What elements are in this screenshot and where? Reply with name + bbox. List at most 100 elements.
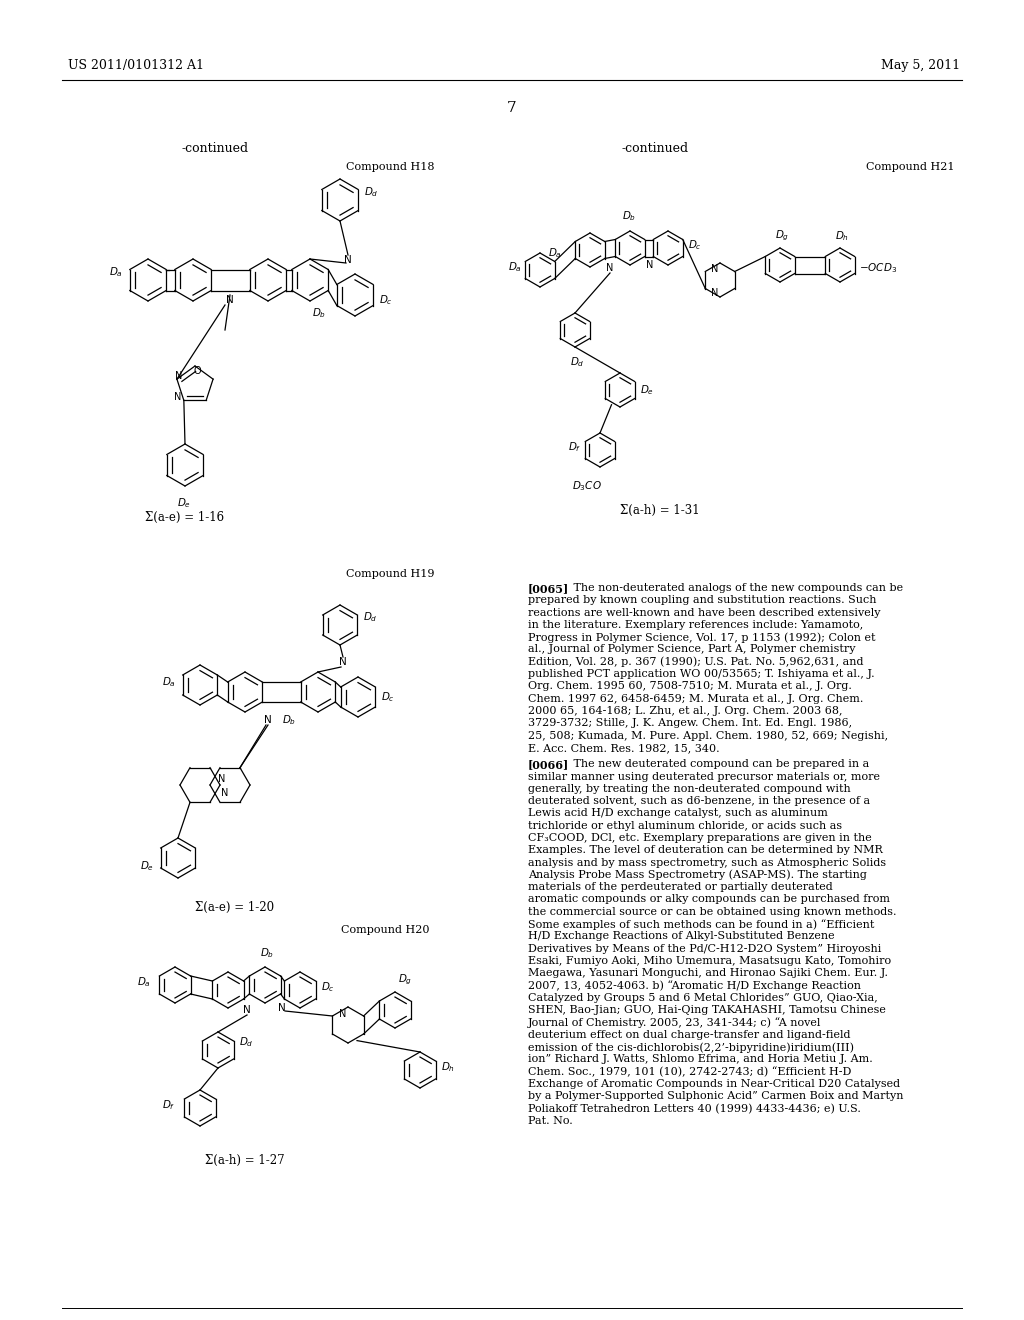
Text: Compound H20: Compound H20: [341, 925, 429, 935]
Text: US 2011/0101312 A1: US 2011/0101312 A1: [68, 58, 204, 71]
Text: $D_b$: $D_b$: [312, 306, 327, 319]
Text: Pat. No.: Pat. No.: [528, 1115, 572, 1126]
Text: $D_h$: $D_h$: [441, 1060, 455, 1074]
Text: $D_b$: $D_b$: [282, 713, 296, 727]
Text: Examples. The level of deuteration can be determined by NMR: Examples. The level of deuteration can b…: [528, 845, 883, 855]
Text: N: N: [712, 264, 719, 275]
Text: emission of the cis-dichlorobis(2,2’-bipyridine)iridium(III): emission of the cis-dichlorobis(2,2’-bip…: [528, 1041, 854, 1052]
Text: $D_c$: $D_c$: [688, 238, 701, 252]
Text: Catalyzed by Groups 5 and 6 Metal Chlorides” GUO, Qiao-Xia,: Catalyzed by Groups 5 and 6 Metal Chlori…: [528, 993, 878, 1003]
Text: N: N: [339, 1008, 347, 1019]
Text: 7: 7: [507, 102, 517, 115]
Text: Chem. Soc., 1979, 101 (10), 2742-2743; d) “Efficient H-D: Chem. Soc., 1979, 101 (10), 2742-2743; d…: [528, 1067, 851, 1077]
Text: 2000 65, 164-168; L. Zhu, et al., J. Org. Chem. 2003 68,: 2000 65, 164-168; L. Zhu, et al., J. Org…: [528, 706, 843, 715]
Text: Org. Chem. 1995 60, 7508-7510; M. Murata et al., J. Org.: Org. Chem. 1995 60, 7508-7510; M. Murata…: [528, 681, 852, 692]
Text: Exchange of Aromatic Compounds in Near-Critical D20 Catalysed: Exchange of Aromatic Compounds in Near-C…: [528, 1078, 900, 1089]
Text: $-OCD_3$: $-OCD_3$: [859, 261, 897, 275]
Text: N: N: [279, 1003, 286, 1012]
Text: $D_a$: $D_a$: [109, 265, 123, 279]
Text: $D_3CO$: $D_3CO$: [572, 479, 602, 492]
Text: Some examples of such methods can be found in a) “Efficient: Some examples of such methods can be fou…: [528, 919, 874, 929]
Text: [0066]: [0066]: [528, 759, 569, 770]
Text: $D_a$: $D_a$: [137, 975, 151, 989]
Text: -continued: -continued: [181, 141, 249, 154]
Text: The new deuterated compound can be prepared in a: The new deuterated compound can be prepa…: [570, 759, 869, 770]
Text: CF₃COOD, DCl, etc. Exemplary preparations are given in the: CF₃COOD, DCl, etc. Exemplary preparation…: [528, 833, 871, 843]
Text: Derivatives by Means of the Pd/C-H12-D2O System” Hiroyoshi: Derivatives by Means of the Pd/C-H12-D2O…: [528, 944, 882, 953]
Text: $D_f$: $D_f$: [568, 440, 582, 454]
Text: Σ(a-h) = 1-27: Σ(a-h) = 1-27: [205, 1154, 285, 1167]
Text: -continued: -continued: [622, 141, 688, 154]
Text: 3729-3732; Stille, J. K. Angew. Chem. Int. Ed. Engl. 1986,: 3729-3732; Stille, J. K. Angew. Chem. In…: [528, 718, 852, 729]
Text: The non-deuterated analogs of the new compounds can be: The non-deuterated analogs of the new co…: [570, 583, 903, 593]
Text: N: N: [243, 1005, 251, 1015]
Text: Chem. 1997 62, 6458-6459; M. Murata et al., J. Org. Chem.: Chem. 1997 62, 6458-6459; M. Murata et a…: [528, 694, 863, 704]
Text: by a Polymer-Supported Sulphonic Acid” Carmen Boix and Martyn: by a Polymer-Supported Sulphonic Acid” C…: [528, 1092, 903, 1101]
Text: $D_f$: $D_f$: [162, 1098, 175, 1111]
Text: Σ(a-e) = 1-20: Σ(a-e) = 1-20: [196, 900, 274, 913]
Text: deuterium effect on dual charge-transfer and ligand-field: deuterium effect on dual charge-transfer…: [528, 1030, 851, 1040]
Text: Analysis Probe Mass Spectrometry (ASAP-MS). The starting: Analysis Probe Mass Spectrometry (ASAP-M…: [528, 870, 867, 880]
Text: Progress in Polymer Science, Vol. 17, p 1153 (1992); Colon et: Progress in Polymer Science, Vol. 17, p …: [528, 632, 876, 643]
Text: $D_g$: $D_g$: [775, 228, 790, 243]
Text: generally, by treating the non-deuterated compound with: generally, by treating the non-deuterate…: [528, 784, 851, 793]
Text: $D_d$: $D_d$: [239, 1035, 254, 1049]
Text: N: N: [264, 715, 272, 725]
Text: O: O: [194, 366, 201, 376]
Text: in the literature. Exemplary references include: Yamamoto,: in the literature. Exemplary references …: [528, 620, 863, 630]
Text: 25, 508; Kumada, M. Pure. Appl. Chem. 1980, 52, 669; Negishi,: 25, 508; Kumada, M. Pure. Appl. Chem. 19…: [528, 730, 888, 741]
Text: 2007, 13, 4052-4063. b) “Aromatic H/D Exchange Reaction: 2007, 13, 4052-4063. b) “Aromatic H/D Ex…: [528, 981, 861, 991]
Text: $D_e$: $D_e$: [177, 496, 191, 510]
Text: N: N: [606, 263, 613, 273]
Text: Σ(a-h) = 1-31: Σ(a-h) = 1-31: [621, 503, 699, 516]
Text: $D_e$: $D_e$: [640, 383, 654, 397]
Text: $D_c$: $D_c$: [321, 979, 335, 994]
Text: al., Journal of Polymer Science, Part A, Polymer chemistry: al., Journal of Polymer Science, Part A,…: [528, 644, 855, 655]
Text: ion” Richard J. Watts, Shlomo Efrima, and Horia Metiu J. Am.: ion” Richard J. Watts, Shlomo Efrima, an…: [528, 1055, 872, 1064]
Text: $D_g$: $D_g$: [398, 973, 413, 987]
Text: [0065]: [0065]: [528, 583, 569, 594]
Text: $D_e$: $D_e$: [140, 859, 155, 873]
Text: $D_c$: $D_c$: [379, 293, 393, 306]
Text: the commercial source or can be obtained using known methods.: the commercial source or can be obtained…: [528, 907, 896, 917]
Text: $D_c$: $D_c$: [381, 690, 395, 704]
Text: similar manner using deuterated precursor materials or, more: similar manner using deuterated precurso…: [528, 771, 880, 781]
Text: $D_h$: $D_h$: [835, 230, 849, 243]
Text: Lewis acid H/D exchange catalyst, such as aluminum: Lewis acid H/D exchange catalyst, such a…: [528, 808, 827, 818]
Text: Journal of Chemistry. 2005, 23, 341-344; c) “A novel: Journal of Chemistry. 2005, 23, 341-344;…: [528, 1018, 821, 1028]
Text: Σ(a-e) = 1-16: Σ(a-e) = 1-16: [145, 511, 224, 524]
Text: H/D Exchange Reactions of Alkyl-Substituted Benzene: H/D Exchange Reactions of Alkyl-Substitu…: [528, 932, 835, 941]
Text: materials of the perdeuterated or partially deuterated: materials of the perdeuterated or partia…: [528, 882, 833, 892]
Text: Maegawa, Yasunari Monguchi, and Hironao Sajiki Chem. Eur. J.: Maegawa, Yasunari Monguchi, and Hironao …: [528, 969, 888, 978]
Text: $D_b$: $D_b$: [260, 946, 274, 960]
Text: Poliakoff Tetrahedron Letters 40 (1999) 4433-4436; e) U.S.: Poliakoff Tetrahedron Letters 40 (1999) …: [528, 1104, 861, 1114]
Text: N: N: [646, 260, 653, 271]
Text: $D_d$: $D_d$: [364, 185, 379, 199]
Text: N: N: [712, 289, 719, 298]
Text: N: N: [175, 371, 182, 381]
Text: published PCT application WO 00/53565; T. Ishiyama et al., J.: published PCT application WO 00/53565; T…: [528, 669, 874, 678]
Text: $D_a$: $D_a$: [548, 246, 561, 260]
Text: N: N: [344, 255, 352, 265]
Text: $D_d$: $D_d$: [362, 610, 378, 624]
Text: Compound H18: Compound H18: [346, 162, 434, 172]
Text: prepared by known coupling and substitution reactions. Such: prepared by known coupling and substitut…: [528, 595, 877, 606]
Text: $D_d$: $D_d$: [570, 355, 585, 368]
Text: May 5, 2011: May 5, 2011: [881, 58, 961, 71]
Text: Compound H19: Compound H19: [346, 569, 434, 579]
Text: deuterated solvent, such as d6-benzene, in the presence of a: deuterated solvent, such as d6-benzene, …: [528, 796, 870, 807]
Text: N: N: [226, 294, 233, 305]
Text: reactions are well-known and have been described extensively: reactions are well-known and have been d…: [528, 607, 881, 618]
Text: analysis and by mass spectrometry, such as Atmospheric Solids: analysis and by mass spectrometry, such …: [528, 858, 886, 867]
Text: SHEN, Bao-Jian; GUO, Hai-Qing TAKAHASHI, Tamotsu Chinese: SHEN, Bao-Jian; GUO, Hai-Qing TAKAHASHI,…: [528, 1006, 886, 1015]
Text: N: N: [339, 657, 347, 667]
Text: $D_b$: $D_b$: [622, 209, 636, 223]
Text: Edition, Vol. 28, p. 367 (1990); U.S. Pat. No. 5,962,631, and: Edition, Vol. 28, p. 367 (1990); U.S. Pa…: [528, 657, 863, 668]
Text: N: N: [174, 392, 181, 403]
Text: $D_a$: $D_a$: [162, 675, 176, 689]
Text: Esaki, Fumiyo Aoki, Miho Umemura, Masatsugu Kato, Tomohiro: Esaki, Fumiyo Aoki, Miho Umemura, Masats…: [528, 956, 891, 966]
Text: N: N: [221, 788, 228, 799]
Text: E. Acc. Chem. Res. 1982, 15, 340.: E. Acc. Chem. Res. 1982, 15, 340.: [528, 743, 720, 752]
Text: Compound H21: Compound H21: [865, 162, 954, 172]
Text: aromatic compounds or alky compounds can be purchased from: aromatic compounds or alky compounds can…: [528, 895, 890, 904]
